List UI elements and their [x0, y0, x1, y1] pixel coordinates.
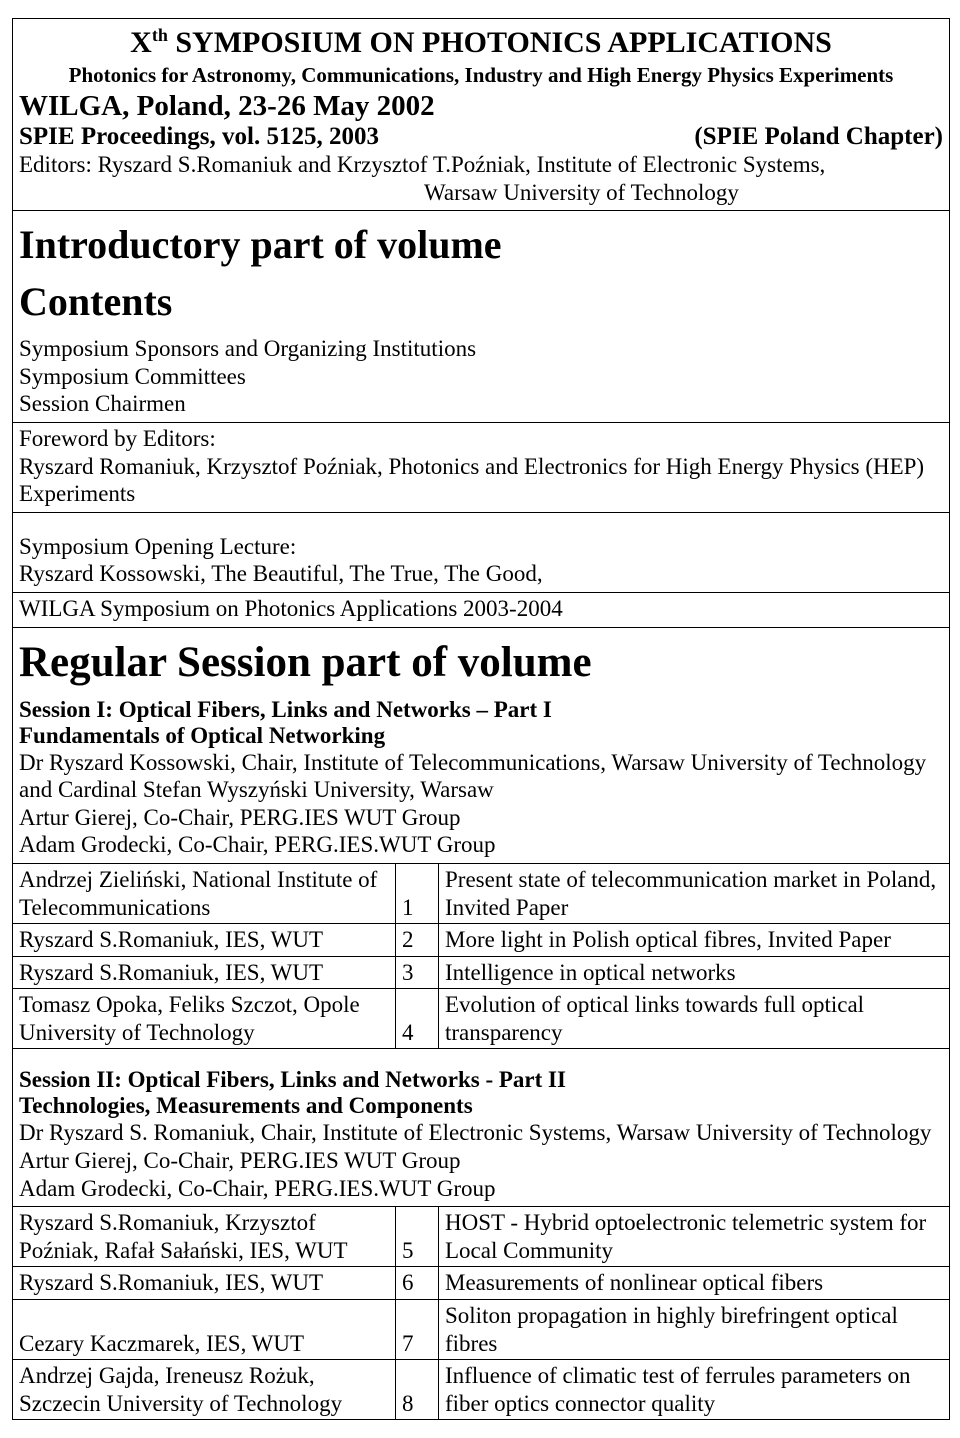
- chairmen-line: Session Chairmen: [19, 390, 943, 418]
- editors-line2: Warsaw University of Technology: [19, 179, 943, 207]
- session2-title: Session II: Optical Fibers, Links and Ne…: [19, 1067, 943, 1093]
- wilga-cell: WILGA Symposium on Photonics Application…: [13, 592, 949, 627]
- paper-num: 7: [396, 1300, 439, 1360]
- proc-right: (SPIE Poland Chapter): [694, 123, 943, 151]
- opening-text: Ryszard Kossowski, The Beautiful, The Tr…: [19, 561, 543, 586]
- proc-left: SPIE Proceedings, vol. 5125, 2003: [19, 123, 379, 150]
- document-table: Xth SYMPOSIUM ON PHOTONICS APPLICATIONS …: [12, 18, 950, 1420]
- paper-num: 8: [396, 1360, 439, 1420]
- sponsors-line: Symposium Sponsors and Organizing Instit…: [19, 335, 943, 363]
- session1-sub: Fundamentals of Optical Networking: [19, 723, 943, 749]
- session1-table: Andrzej Zieliński, National Institute of…: [13, 863, 949, 1049]
- paper-author: Cezary Kaczmarek, IES, WUT: [13, 1300, 396, 1360]
- foreword-cell: Foreword by Editors: Ryszard Romaniuk, K…: [13, 422, 949, 512]
- paper-author: Andrzej Zieliński, National Institute of…: [13, 863, 396, 923]
- paper-num: 6: [396, 1267, 439, 1300]
- paper-author: Andrzej Gajda, Ireneusz Rożuk, Szczecin …: [13, 1360, 396, 1420]
- contents-heading: Contents: [19, 278, 943, 325]
- opening-label: Symposium Opening Lecture:: [19, 534, 296, 559]
- paper-num: 2: [396, 924, 439, 957]
- foreword-label: Foreword by Editors:: [19, 426, 216, 451]
- title-sup: th: [152, 25, 168, 45]
- regular-heading: Regular Session part of volume: [19, 638, 943, 687]
- paper-author: Tomasz Opoka, Feliks Szczot, Opole Unive…: [13, 989, 396, 1049]
- symposium-title: Xth SYMPOSIUM ON PHOTONICS APPLICATIONS: [19, 25, 943, 61]
- paper-title: Intelligence in optical networks: [439, 956, 950, 989]
- paper-title: Evolution of optical links towards full …: [439, 989, 950, 1049]
- paper-author: Ryszard S.Romaniuk, IES, WUT: [13, 956, 396, 989]
- session2-chair2: Artur Gierej, Co-Chair, PERG.IES WUT Gro…: [19, 1147, 943, 1175]
- session2-header-cell: Session II: Optical Fibers, Links and Ne…: [13, 1048, 949, 1206]
- proceedings-line: SPIE Proceedings, vol. 5125, 2003 (SPIE …: [19, 123, 943, 151]
- table-row: Tomasz Opoka, Feliks Szczot, Opole Unive…: [13, 989, 949, 1049]
- paper-title: Measurements of nonlinear optical fibers: [439, 1267, 950, 1300]
- table-row: Ryszard S.Romaniuk, IES, WUT 6 Measureme…: [13, 1267, 949, 1300]
- symposium-subtitle: Photonics for Astronomy, Communications,…: [19, 63, 943, 88]
- title-prefix: X: [130, 26, 152, 59]
- table-row: Andrzej Zieliński, National Institute of…: [13, 863, 949, 923]
- table-row: Ryszard S.Romaniuk, IES, WUT 2 More ligh…: [13, 924, 949, 957]
- location-line: WILGA, Poland, 23-26 May 2002: [19, 90, 943, 123]
- session2-table: Ryszard S.Romaniuk, Krzysztof Poźniak, R…: [13, 1206, 949, 1419]
- editors-block: Editors: Ryszard S.Romaniuk and Krzyszto…: [19, 151, 943, 206]
- header-cell: Xth SYMPOSIUM ON PHOTONICS APPLICATIONS …: [13, 19, 949, 210]
- paper-title: Soliton propagation in highly birefringe…: [439, 1300, 950, 1360]
- table-row: Cezary Kaczmarek, IES, WUT 7 Soliton pro…: [13, 1300, 949, 1360]
- regular-cell: Regular Session part of volume Session I…: [13, 627, 949, 863]
- intro-cell: Introductory part of volume Contents Sym…: [13, 210, 949, 422]
- table-row: Ryszard S.Romaniuk, Krzysztof Poźniak, R…: [13, 1207, 949, 1267]
- opening-cell: Symposium Opening Lecture: Ryszard Kosso…: [13, 512, 949, 592]
- paper-author: Ryszard S.Romaniuk, IES, WUT: [13, 1267, 396, 1300]
- session1-chair2: Artur Gierej, Co-Chair, PERG.IES WUT Gro…: [19, 804, 943, 832]
- foreword-text: Ryszard Romaniuk, Krzysztof Poźniak, Pho…: [19, 454, 924, 507]
- title-rest: SYMPOSIUM ON PHOTONICS APPLICATIONS: [168, 26, 832, 59]
- paper-title: More light in Polish optical fibres, Inv…: [439, 924, 950, 957]
- paper-num: 5: [396, 1207, 439, 1267]
- table-row: Ryszard S.Romaniuk, IES, WUT 3 Intellige…: [13, 956, 949, 989]
- session1-chair1: Dr Ryszard Kossowski, Chair, Institute o…: [19, 749, 943, 804]
- session2-chair3: Adam Grodecki, Co-Chair, PERG.IES.WUT Gr…: [19, 1175, 943, 1203]
- editors-line1: Editors: Ryszard S.Romaniuk and Krzyszto…: [19, 152, 825, 177]
- paper-num: 3: [396, 956, 439, 989]
- paper-title: Influence of climatic test of ferrules p…: [439, 1360, 950, 1420]
- session2-sub: Technologies, Measurements and Component…: [19, 1093, 943, 1119]
- paper-title: HOST - Hybrid optoelectronic telemetric …: [439, 1207, 950, 1267]
- paper-num: 1: [396, 863, 439, 923]
- table-row: Andrzej Gajda, Ireneusz Rożuk, Szczecin …: [13, 1360, 949, 1420]
- committees-line: Symposium Committees: [19, 363, 943, 391]
- paper-title: Present state of telecommunication marke…: [439, 863, 950, 923]
- intro-heading: Introductory part of volume: [19, 221, 943, 268]
- paper-author: Ryszard S.Romaniuk, IES, WUT: [13, 924, 396, 957]
- paper-author: Ryszard S.Romaniuk, Krzysztof Poźniak, R…: [13, 1207, 396, 1267]
- session1-chair3: Adam Grodecki, Co-Chair, PERG.IES.WUT Gr…: [19, 831, 943, 859]
- session2-chair1: Dr Ryszard S. Romaniuk, Chair, Institute…: [19, 1119, 943, 1147]
- paper-num: 4: [396, 989, 439, 1049]
- session1-title: Session I: Optical Fibers, Links and Net…: [19, 697, 943, 723]
